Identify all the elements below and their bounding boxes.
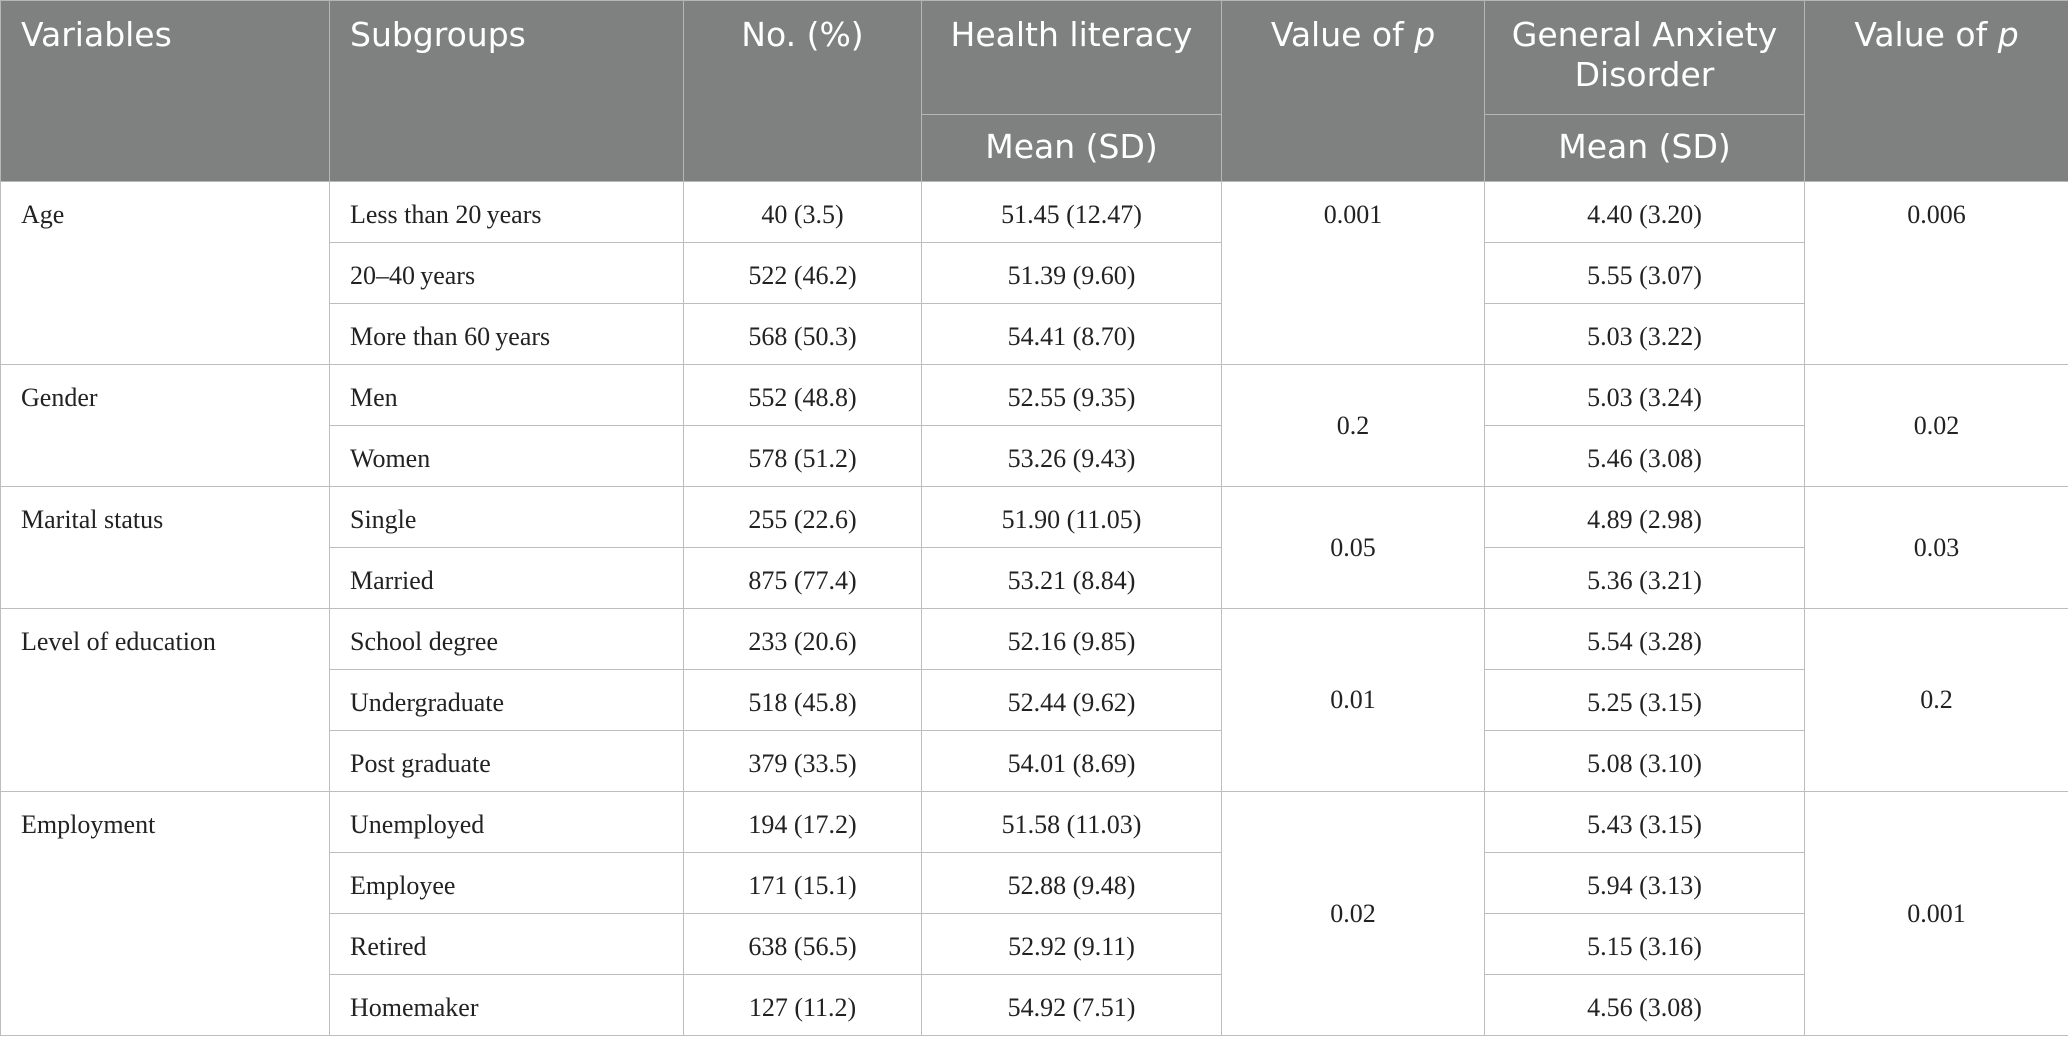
gad-cell: 5.94 (3.13) (1484, 852, 1805, 914)
health-literacy-cell: 52.16 (9.85) (921, 608, 1222, 670)
subgroup-cell: Homemaker (329, 974, 684, 1036)
count-percent-cell: 638 (56.5) (683, 913, 922, 975)
gad-cell: 5.43 (3.15) (1484, 791, 1805, 853)
health-literacy-cell: 51.58 (11.03) (921, 791, 1222, 853)
count-percent-cell: 127 (11.2) (683, 974, 922, 1036)
count-percent-cell: 568 (50.3) (683, 303, 922, 365)
table-header: Variables Subgroups No. (%) Health liter… (0, 0, 2068, 182)
p-value-gad-cell: 0.02 (1804, 364, 2068, 487)
gad-cell: 5.03 (3.22) (1484, 303, 1805, 365)
subgroup-cell: Unemployed (329, 791, 684, 853)
gad-cell: 4.89 (2.98) (1484, 486, 1805, 548)
gad-cell: 5.08 (3.10) (1484, 730, 1805, 792)
subgroup-cell: 20–40 years (329, 242, 684, 304)
variable-cell: Marital status (0, 486, 330, 609)
gad-cell: 5.36 (3.21) (1484, 547, 1805, 609)
health-literacy-cell: 54.92 (7.51) (921, 974, 1222, 1036)
table-row: Undergraduate 518 (45.8) 52.44 (9.62) 5.25 … (1, 669, 2068, 731)
health-literacy-cell: 51.45 (12.47) (921, 181, 1222, 243)
variable-cell: Age (0, 181, 330, 365)
header-p-value-hl: Value of p (1221, 0, 1485, 182)
count-percent-cell: 518 (45.8) (683, 669, 922, 731)
header-p-value-hl-label: Value of (1270, 15, 1415, 54)
table-row: Married 875 (77.4) 53.21 (8.84) 5.36 (3.21) (1, 547, 2068, 609)
gad-cell: 5.25 (3.15) (1484, 669, 1805, 731)
subgroup-cell: Married (329, 547, 684, 609)
p-value-gad-cell: 0.03 (1804, 486, 2068, 609)
gad-cell: 4.56 (3.08) (1484, 974, 1805, 1036)
results-table: Variables Subgroups No. (%) Health liter… (0, 0, 2068, 1036)
gad-cell: 5.46 (3.08) (1484, 425, 1805, 487)
header-p-value-gad-label: Value of (1854, 15, 1998, 54)
header-mean-sd-hl: Mean (SD) (921, 114, 1222, 182)
header-variables: Variables (0, 0, 330, 182)
subgroup-cell: School degree (329, 608, 684, 670)
count-percent-cell: 379 (33.5) (683, 730, 922, 792)
count-percent-cell: 578 (51.2) (683, 425, 922, 487)
health-literacy-cell: 52.88 (9.48) (921, 852, 1222, 914)
health-literacy-cell: 51.39 (9.60) (921, 242, 1222, 304)
health-literacy-cell: 54.41 (8.70) (921, 303, 1222, 365)
gad-cell: 5.15 (3.16) (1484, 913, 1805, 975)
variable-cell: Employment (0, 791, 330, 1036)
header-health-literacy: Health literacy (921, 0, 1222, 115)
table-row: Gender Men 552 (48.8) 52.55 (9.35) 0.2 5.03 (… (0, 364, 2068, 487)
p-value-hl-cell: 0.2 (1221, 364, 1485, 487)
table-row: Marital status Single 255 (22.6) 51.90 (11.… (0, 486, 2068, 609)
subgroup-cell: Retired (329, 913, 684, 975)
p-value-gad-cell: 0.001 (1804, 791, 2068, 1036)
count-percent-cell: 255 (22.6) (683, 486, 922, 548)
gad-cell: 4.40 (3.20) (1484, 181, 1805, 243)
subgroup-cell: More than 60 years (329, 303, 684, 365)
p-value-hl-cell: 0.01 (1221, 608, 1485, 792)
subgroup-cell: Women (329, 425, 684, 487)
table-row: Women 578 (51.2) 53.26 (9.43) 5.46 (3.08) (1, 425, 2068, 487)
table-row: More than 60 years 568 (50.3) 54.41 (8.70)… (1, 303, 2068, 365)
health-literacy-cell: 53.21 (8.84) (921, 547, 1222, 609)
header-no-percent: No. (%) (683, 0, 922, 182)
header-p-symbol-hl: p (1414, 15, 1436, 54)
health-literacy-cell: 53.26 (9.43) (921, 425, 1222, 487)
gad-cell: 5.03 (3.24) (1484, 364, 1805, 426)
count-percent-cell: 552 (48.8) (683, 364, 922, 426)
count-percent-cell: 40 (3.5) (683, 181, 922, 243)
count-percent-cell: 522 (46.2) (683, 242, 922, 304)
table-row: Employee 171 (15.1) 52.88 (9.48) 5.94 (3.13… (1, 852, 2068, 914)
subgroup-cell: Less than 20 years (329, 181, 684, 243)
health-literacy-cell: 52.92 (9.11) (921, 913, 1222, 975)
p-value-gad-cell: 0.2 (1804, 608, 2068, 792)
count-percent-cell: 875 (77.4) (683, 547, 922, 609)
table-body: Age Less than 20 years 40 (3.5) 51.45 (12.4… (0, 181, 2068, 1036)
p-value-gad-cell: 0.006 (1804, 181, 2068, 365)
count-percent-cell: 171 (15.1) (683, 852, 922, 914)
p-value-hl-cell: 0.05 (1221, 486, 1485, 609)
p-value-hl-cell: 0.001 (1221, 181, 1485, 365)
count-percent-cell: 194 (17.2) (683, 791, 922, 853)
header-gad: General Anxiety Disorder (1484, 0, 1805, 115)
health-literacy-cell: 51.90 (11.05) (921, 486, 1222, 548)
health-literacy-cell: 52.44 (9.62) (921, 669, 1222, 731)
table-row: Level of education School degree 233 (20.6… (0, 608, 2068, 792)
subgroup-cell: Undergraduate (329, 669, 684, 731)
p-value-hl-cell: 0.02 (1221, 791, 1485, 1036)
gad-cell: 5.55 (3.07) (1484, 242, 1805, 304)
header-p-symbol-gad: p (1997, 15, 2019, 54)
variable-cell: Level of education (0, 608, 330, 792)
count-percent-cell: 233 (20.6) (683, 608, 922, 670)
subgroup-cell: Employee (329, 852, 684, 914)
subgroup-cell: Post graduate (329, 730, 684, 792)
table-row: Homemaker 127 (11.2) 54.92 (7.51) 4.56 (3.0… (1, 974, 2068, 1036)
header-p-value-gad: Value of p (1804, 0, 2068, 182)
header-mean-sd-gad: Mean (SD) (1484, 114, 1805, 182)
table-row: Age Less than 20 years 40 (3.5) 51.45 (12.4… (0, 181, 2068, 365)
health-literacy-cell: 54.01 (8.69) (921, 730, 1222, 792)
gad-cell: 5.54 (3.28) (1484, 608, 1805, 670)
health-literacy-cell: 52.55 (9.35) (921, 364, 1222, 426)
subgroup-cell: Single (329, 486, 684, 548)
subgroup-cell: Men (329, 364, 684, 426)
header-subgroups: Subgroups (329, 0, 684, 182)
table-row: Employment Unemployed 194 (17.2) 51.58 (11.… (0, 791, 2068, 1036)
table-row: Post graduate 379 (33.5) 54.01 (8.69) 5.08 … (1, 730, 2068, 792)
variable-cell: Gender (0, 364, 330, 487)
